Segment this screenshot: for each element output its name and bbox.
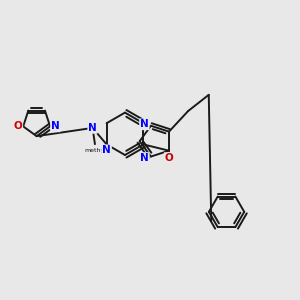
Text: N: N (140, 153, 149, 163)
Text: O: O (165, 153, 173, 163)
Text: N: N (88, 123, 97, 133)
Text: N: N (51, 122, 60, 131)
Text: N: N (140, 119, 149, 129)
Text: O: O (14, 122, 22, 131)
Text: N: N (102, 145, 111, 155)
Text: methyl: methyl (84, 148, 106, 153)
